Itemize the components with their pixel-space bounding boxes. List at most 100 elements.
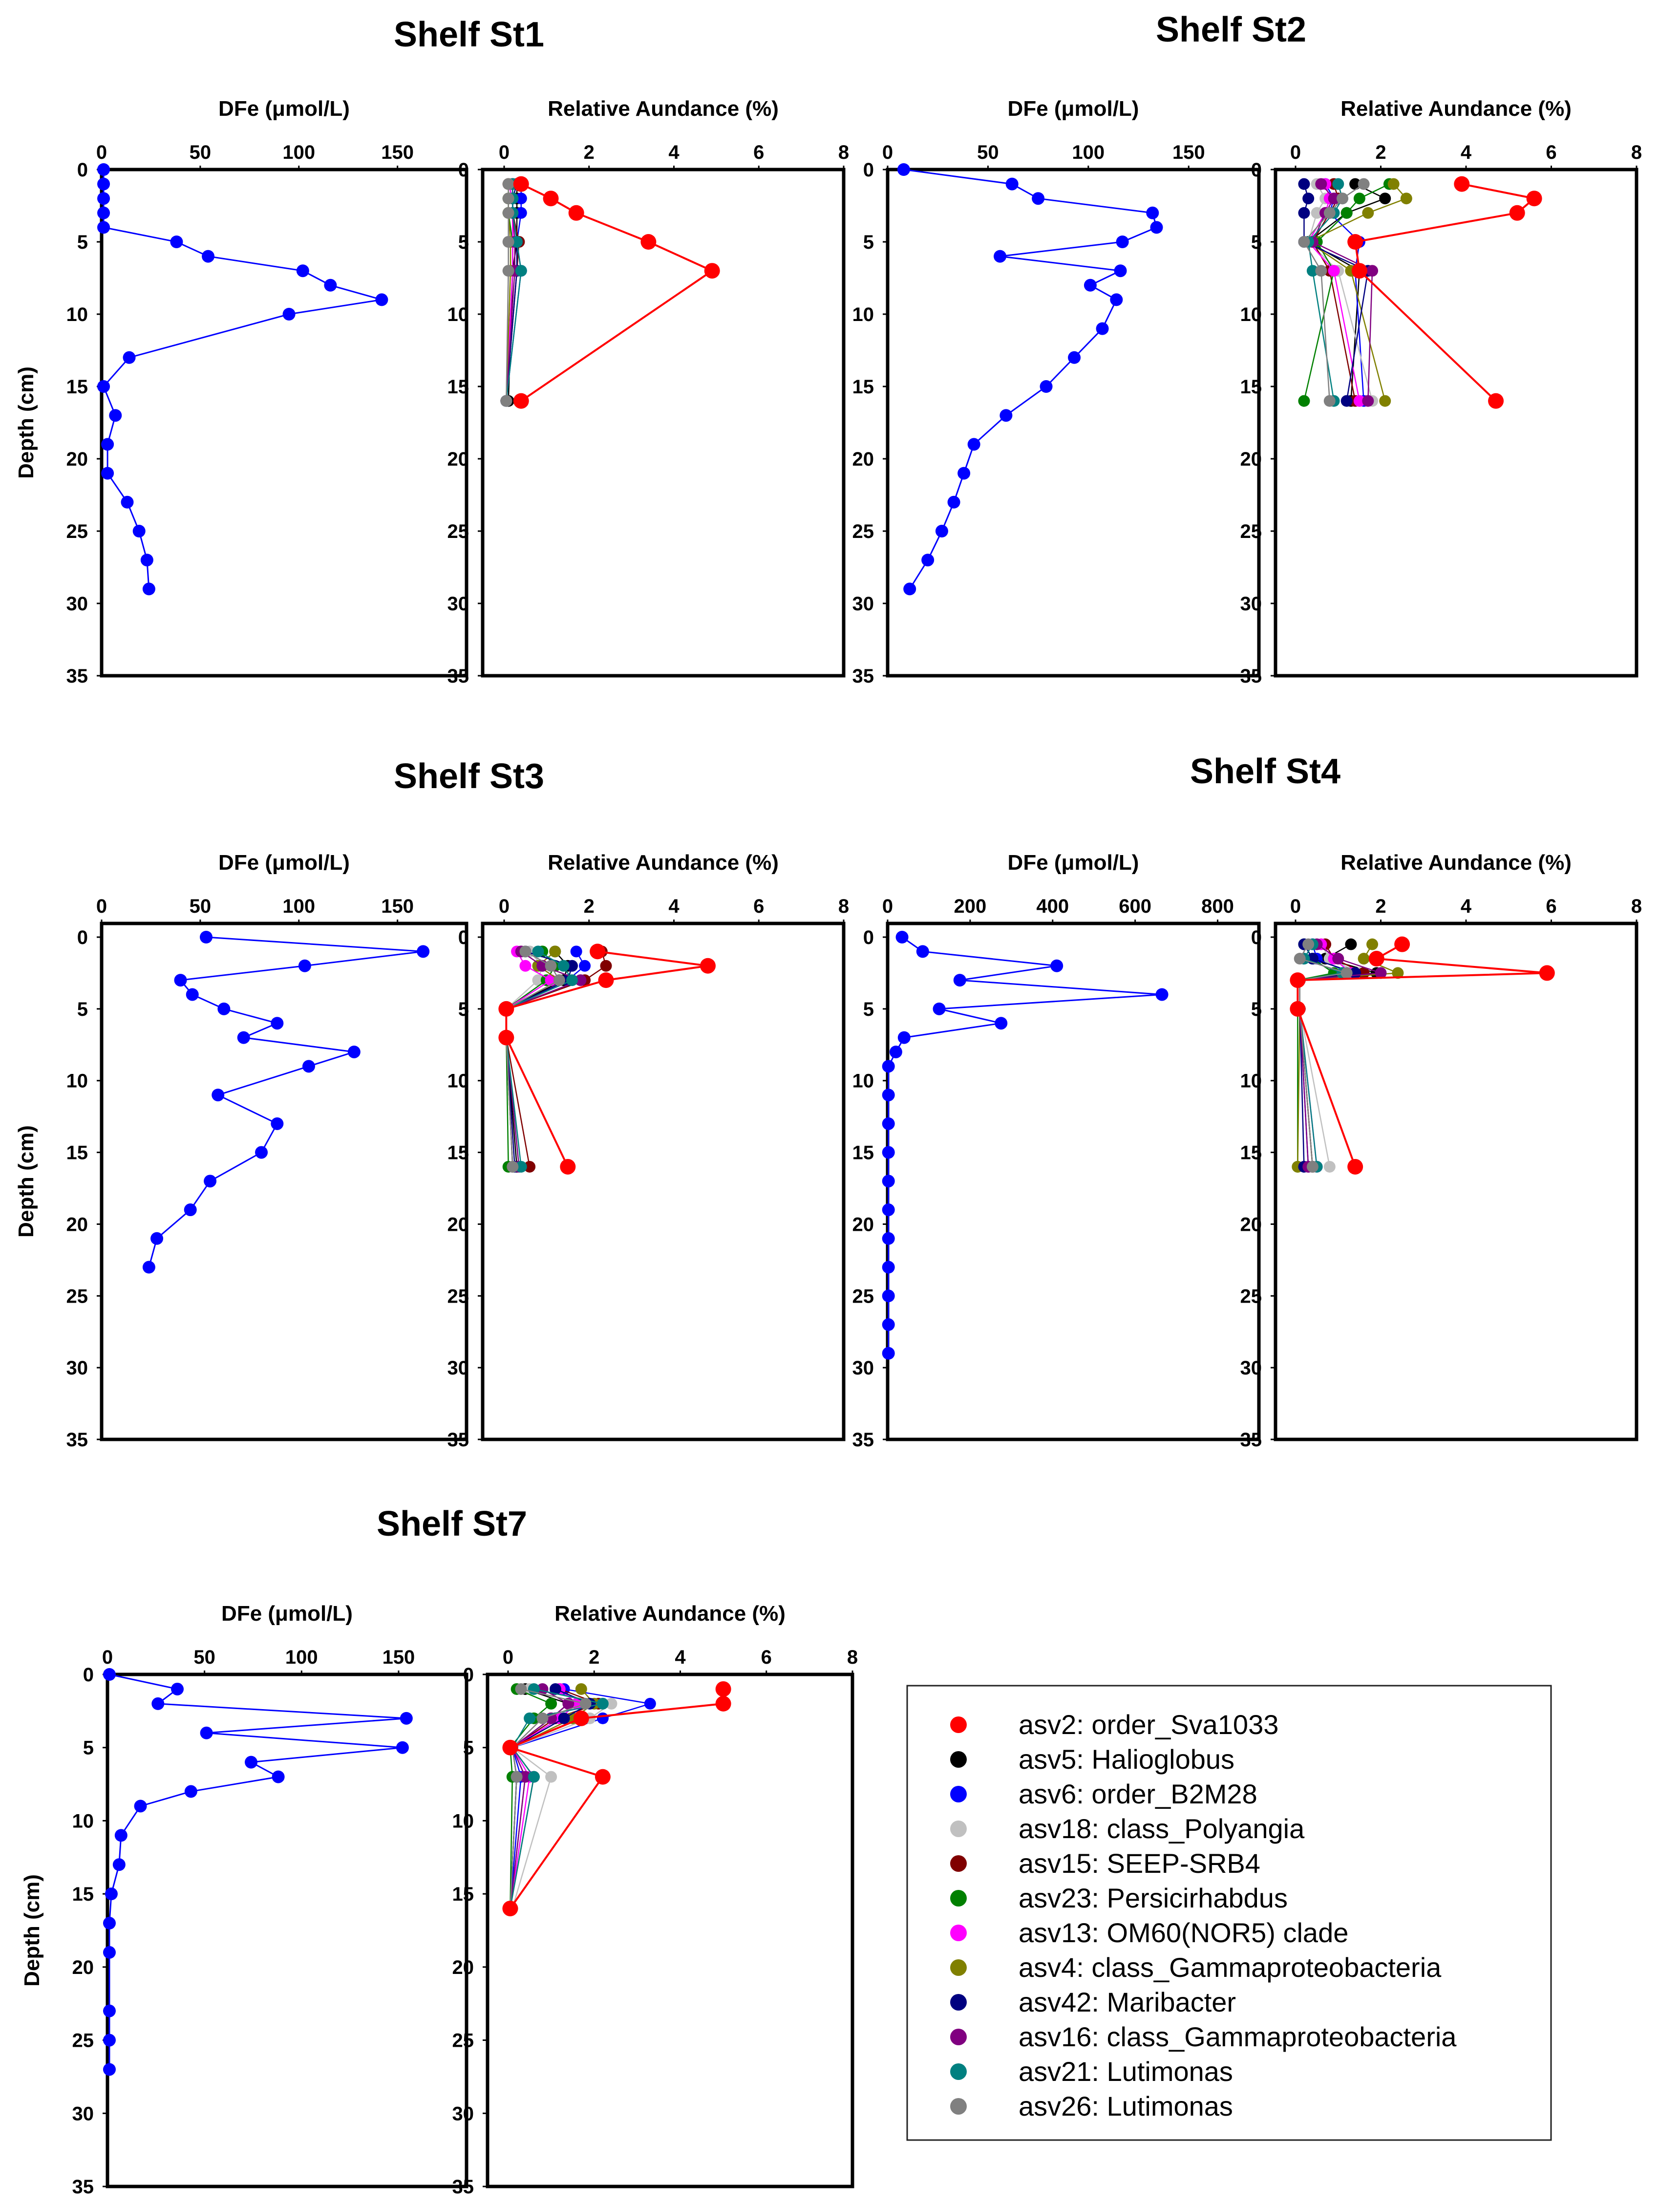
panel-1-abundance-xtick: 0 — [1290, 142, 1301, 163]
panel-0-series-asv26-point — [502, 207, 514, 219]
panel-3-dfe-point — [882, 1146, 895, 1159]
panel-0-series-asv2-point — [513, 176, 529, 192]
panel-3-dfe-ytick: 25 — [852, 1286, 874, 1307]
panel-4-series-asv21-point — [596, 1697, 609, 1710]
panel-1-series-asv4-point — [1387, 178, 1400, 190]
panel-1-abundance-xtick: 4 — [1461, 142, 1472, 163]
panel-2-dfe-xlabel: DFe (μmol/L) — [218, 851, 350, 875]
panel-2-series-asv18-point — [532, 974, 544, 986]
legend-label-asv13: asv13: OM60(NOR5) clade — [1019, 1917, 1348, 1948]
panel-1-series-asv16-point — [1366, 265, 1379, 277]
panel-3-abundance-frame — [1274, 921, 1638, 1441]
panel-0-abundance-ytick: 15 — [447, 376, 469, 398]
panel-1-series-asv42-point — [1298, 178, 1310, 190]
panel-0-dfe-point — [142, 582, 155, 596]
panel-1-series-asv26-point — [1323, 207, 1336, 219]
panel-0-series-asv26-point — [502, 178, 514, 190]
panel-0-title: Shelf St1 — [394, 15, 544, 54]
panel-4-dfe-line — [108, 1673, 406, 2070]
panel-1-abundance-xtick: 2 — [1375, 142, 1386, 163]
panel-0-abundance-ytick: 30 — [447, 593, 469, 615]
panel-0-dfe-ytick: 0 — [77, 159, 88, 181]
panel-2-series-asv2-line — [505, 950, 708, 1167]
panel-2-series-asv2-point — [590, 943, 606, 960]
panel-2-dfe-frame — [100, 921, 468, 1441]
panel-3-dfe-ytick: 15 — [852, 1142, 874, 1164]
panel-1-dfe-point — [935, 525, 948, 537]
legend-label-asv23: asv23: Persicirhabdus — [1019, 1883, 1288, 1913]
panel-4-abundance-xtick: 8 — [847, 1647, 858, 1668]
panel-0-abundance-ytick: 10 — [447, 304, 469, 325]
panel-4-dfe-ytick: 30 — [72, 2103, 94, 2124]
panel-4-dfe-xtick: 0 — [102, 1647, 113, 1668]
panel-1-dfe-ytick: 5 — [863, 232, 874, 253]
panel-4-series-asv6-point — [596, 1712, 609, 1724]
panel-3-dfe-point — [882, 1232, 895, 1245]
panel-1-series-asv26-point — [1315, 265, 1327, 277]
panel-4-dfe-point — [103, 1668, 116, 1681]
panel-1-dfe-point — [1040, 380, 1053, 393]
panel-3-series-asv26-point — [1294, 953, 1306, 965]
panel-4-dfe-ytick: 10 — [72, 1810, 94, 1832]
panel-4-abundance-ytick: 30 — [452, 2103, 474, 2124]
panel-1-series-asv23-point — [1298, 395, 1310, 407]
panel-1-series-asv23-point — [1340, 207, 1353, 219]
panel-1-series-asv4-point — [1362, 207, 1374, 219]
panel-3-abundance-ytick: 30 — [1240, 1357, 1262, 1379]
panel-2-abundance-xlabel: Relative Aundance (%) — [548, 851, 779, 875]
panel-4-series-asv42-point — [549, 1683, 561, 1695]
panel-3-dfe-point — [882, 1089, 895, 1102]
panel-3-abundance-xtick: 0 — [1290, 896, 1301, 917]
panel-1-dfe-point — [1110, 293, 1123, 306]
panel-4-abundance-frame — [486, 1672, 854, 2188]
panel-3-dfe-point — [1155, 988, 1169, 1001]
panel-4-abundance-xlabel: Relative Aundance (%) — [554, 1602, 786, 1626]
panel-2-series-asv26-point — [553, 974, 565, 986]
panel-3-dfe-point — [882, 1117, 895, 1130]
panel-0-ylabel: Depth (cm) — [14, 366, 38, 479]
panel-2-abundance-frame — [481, 921, 846, 1441]
panel-2-series-asv15-point — [600, 960, 612, 972]
panel-1-dfe-point — [1146, 206, 1159, 219]
panel-0-series-asv2-point — [543, 191, 559, 207]
panel-2-dfe-ytick: 25 — [66, 1286, 88, 1307]
panel-4-abundance-xtick: 0 — [503, 1647, 513, 1668]
panel-3-dfe-xtick: 400 — [1036, 896, 1069, 917]
panel-2-dfe-xtick: 150 — [381, 896, 414, 917]
panel-1-abundance-ytick: 20 — [1240, 449, 1262, 470]
panel-0-abundance-xtick: 4 — [668, 142, 680, 163]
panel-2-dfe-point — [271, 1117, 284, 1130]
panel-1-series-asv42-point — [1298, 207, 1310, 219]
panel-4-abundance-xtick: 2 — [589, 1647, 599, 1668]
panel-2-dfe-point — [150, 1232, 164, 1245]
panel-4-series-asv21-point — [524, 1712, 536, 1724]
panel-1-series-asv5-point — [1379, 193, 1391, 205]
panel-3-abundance-ytick: 20 — [1240, 1214, 1262, 1235]
panel-4-dfe-ytick: 35 — [72, 2176, 94, 2198]
panel-4-dfe-xtick: 100 — [285, 1647, 318, 1668]
panel-1-series-asv16-point — [1328, 193, 1340, 205]
panel-0-series-asv2-point — [513, 393, 529, 409]
panel-2-dfe-point — [237, 1031, 250, 1044]
panel-3-series-asv16-point — [1375, 967, 1387, 979]
panel-3-dfe-point — [895, 931, 909, 943]
panel-1-abundance-ytick: 5 — [1251, 232, 1262, 253]
panel-2-dfe-point — [255, 1146, 268, 1159]
panel-3-dfe-point — [889, 1045, 902, 1058]
panel-2-abundance-ytick: 5 — [458, 999, 469, 1020]
panel-0-series-asv26-point — [502, 193, 514, 205]
legend-label-asv18: asv18: class_Polyangia — [1019, 1813, 1305, 1844]
panel-1-dfe-ytick: 25 — [852, 521, 874, 542]
panel-2-ylabel: Depth (cm) — [14, 1125, 38, 1238]
legend-marker-asv6 — [950, 1786, 967, 1802]
panel-3-dfe-point — [916, 945, 929, 958]
panel-4-dfe-point — [103, 1917, 116, 1930]
legend-marker-asv2 — [950, 1716, 967, 1733]
panel-2-dfe-ytick: 5 — [77, 999, 88, 1020]
panel-1-series-asv13-point — [1353, 395, 1365, 407]
panel-1-abundance-ytick: 35 — [1240, 665, 1262, 687]
panel-1-series-asv21-point — [1332, 178, 1344, 190]
panel-0-dfe-point — [170, 236, 183, 248]
